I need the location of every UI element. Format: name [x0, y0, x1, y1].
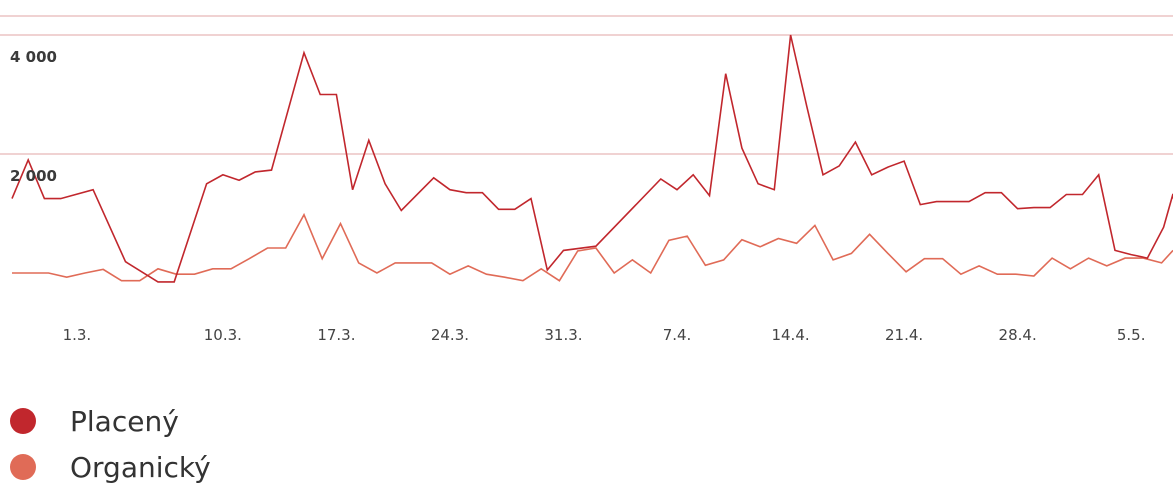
legend-item-placeny[interactable]: Placený	[10, 398, 211, 444]
y-axis-labels: 2 000 4 000	[10, 48, 57, 185]
legend-label: Organický	[70, 450, 211, 484]
grid-lines	[0, 15, 1173, 155]
series-line-organicky[interactable]	[12, 212, 1173, 282]
x-tick-label: 10.3.	[204, 326, 242, 344]
x-tick-label: 5.5.	[1117, 326, 1146, 344]
x-tick-label: 31.3.	[544, 326, 582, 344]
legend-marker-icon	[10, 408, 36, 434]
series-line-placeny[interactable]	[11, 34, 1173, 283]
x-tick-label: 14.4.	[771, 326, 809, 344]
x-tick-label: 1.3.	[63, 326, 92, 344]
x-axis-labels: 1.3. 10.3. 17.3. 24.3. 31.3. 7.4. 14.4. 21.4. 28…	[63, 326, 1146, 344]
legend: Placený Organický	[10, 398, 211, 484]
legend-marker-icon	[10, 454, 36, 480]
legend-label: Placený	[70, 404, 179, 438]
x-tick-label: 24.3.	[431, 326, 469, 344]
y-tick-label: 4 000	[10, 48, 57, 66]
x-tick-label: 7.4.	[663, 326, 692, 344]
legend-item-organicky[interactable]: Organický	[10, 444, 211, 484]
x-tick-label: 17.3.	[317, 326, 355, 344]
x-tick-label: 28.4.	[999, 326, 1037, 344]
x-tick-label: 21.4.	[885, 326, 923, 344]
y-tick-label: 2 000	[10, 167, 57, 185]
series-layer	[11, 34, 1173, 283]
